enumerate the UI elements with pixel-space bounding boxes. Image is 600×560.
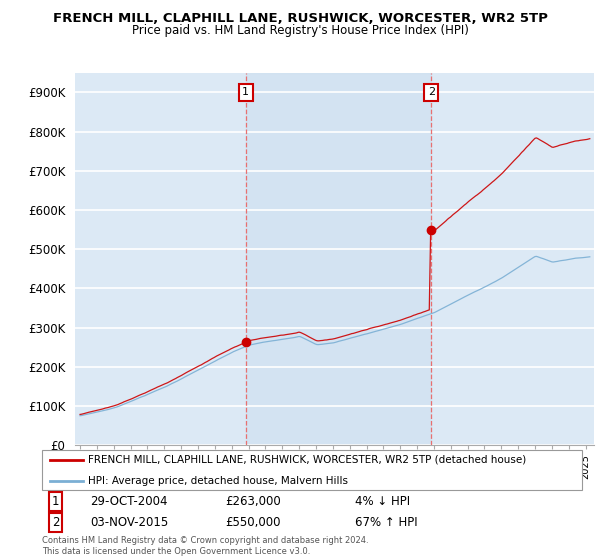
Text: 67% ↑ HPI: 67% ↑ HPI [355,516,418,529]
Text: £550,000: £550,000 [226,516,281,529]
Text: 2: 2 [428,87,435,97]
Text: 03-NOV-2015: 03-NOV-2015 [91,516,169,529]
Text: FRENCH MILL, CLAPHILL LANE, RUSHWICK, WORCESTER, WR2 5TP: FRENCH MILL, CLAPHILL LANE, RUSHWICK, WO… [53,12,547,25]
Text: HPI: Average price, detached house, Malvern Hills: HPI: Average price, detached house, Malv… [88,476,348,486]
Bar [245,73,431,445]
Text: 29-OCT-2004: 29-OCT-2004 [91,494,168,508]
Text: Contains HM Land Registry data © Crown copyright and database right 2024.
This d: Contains HM Land Registry data © Crown c… [42,536,368,556]
Text: £263,000: £263,000 [226,494,281,508]
FancyBboxPatch shape [42,450,582,490]
Text: 4% ↓ HPI: 4% ↓ HPI [355,494,410,508]
Text: 2: 2 [52,516,59,529]
Text: 1: 1 [52,494,59,508]
Text: Price paid vs. HM Land Registry's House Price Index (HPI): Price paid vs. HM Land Registry's House … [131,24,469,37]
Text: 1: 1 [242,87,249,97]
Text: FRENCH MILL, CLAPHILL LANE, RUSHWICK, WORCESTER, WR2 5TP (detached house): FRENCH MILL, CLAPHILL LANE, RUSHWICK, WO… [88,455,526,465]
